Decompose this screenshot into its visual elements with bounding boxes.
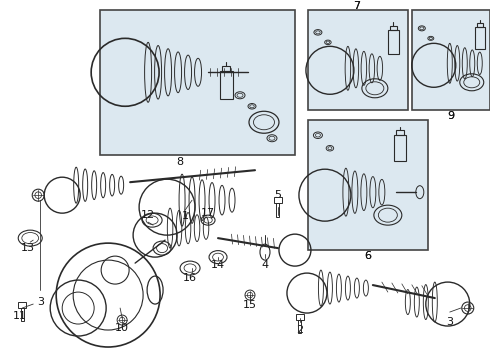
Bar	[396, 130, 404, 135]
Bar	[308, 120, 428, 250]
Bar	[388, 30, 399, 54]
Bar	[308, 10, 408, 110]
Text: 1: 1	[182, 211, 189, 221]
Text: 14: 14	[211, 260, 225, 270]
Bar	[274, 197, 282, 203]
Bar	[296, 314, 304, 320]
Bar	[18, 302, 26, 308]
Text: 4: 4	[262, 260, 269, 270]
Bar	[477, 23, 483, 27]
Text: 2: 2	[296, 325, 303, 335]
Bar	[100, 10, 295, 155]
Bar	[298, 320, 301, 333]
Text: 13: 13	[21, 243, 35, 253]
Text: 7: 7	[353, 1, 361, 12]
Text: 6: 6	[365, 251, 371, 261]
Text: 15: 15	[243, 300, 257, 310]
Text: 9: 9	[447, 111, 454, 121]
Bar	[475, 27, 485, 49]
Bar	[21, 308, 24, 321]
Text: 8: 8	[176, 157, 184, 167]
Text: 5: 5	[274, 190, 281, 200]
Text: 7: 7	[353, 1, 361, 12]
Bar	[412, 10, 490, 110]
Text: 12: 12	[141, 210, 155, 220]
Bar	[220, 71, 233, 99]
Text: 6: 6	[365, 251, 371, 261]
Text: 3: 3	[446, 317, 453, 327]
Bar	[394, 135, 406, 161]
Text: 10: 10	[115, 323, 129, 333]
Bar	[276, 203, 279, 217]
Text: 16: 16	[183, 273, 197, 283]
Text: 11: 11	[13, 311, 27, 321]
Text: 17: 17	[201, 208, 215, 218]
Text: 9: 9	[447, 111, 454, 121]
Bar	[390, 26, 397, 30]
Bar	[222, 66, 230, 71]
Text: 3: 3	[37, 297, 44, 307]
